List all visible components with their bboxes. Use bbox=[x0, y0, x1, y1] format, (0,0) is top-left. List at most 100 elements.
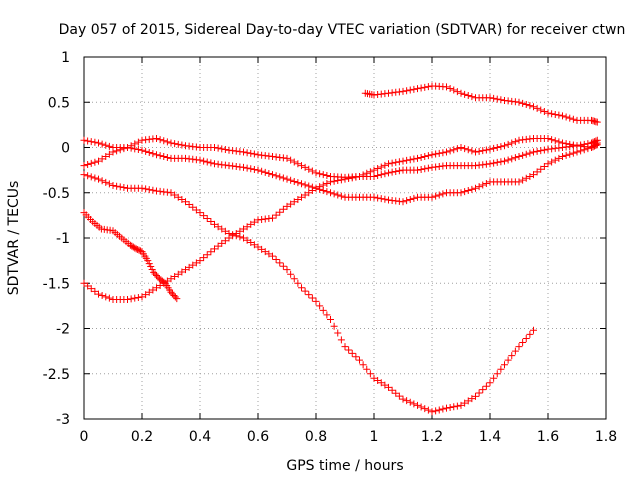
data-point bbox=[493, 95, 501, 103]
data-point bbox=[279, 262, 287, 270]
data-point bbox=[120, 145, 128, 153]
data-point bbox=[185, 263, 193, 271]
data-point bbox=[399, 395, 407, 403]
data-point bbox=[287, 156, 295, 164]
data-point bbox=[559, 112, 566, 120]
data-point bbox=[95, 175, 102, 183]
data-point bbox=[526, 102, 534, 110]
chart-title: Day 057 of 2015, Sidereal Day-to-day VTE… bbox=[59, 22, 626, 38]
data-point bbox=[435, 149, 443, 157]
x-tick-label: 1.6 bbox=[537, 429, 559, 445]
data-point bbox=[305, 189, 313, 197]
data-point bbox=[566, 114, 574, 122]
data-point bbox=[102, 141, 110, 149]
data-point bbox=[305, 291, 313, 299]
data-point bbox=[225, 234, 233, 242]
data-point bbox=[522, 101, 530, 109]
data-point bbox=[171, 272, 179, 280]
data-point bbox=[113, 182, 121, 190]
data-point bbox=[403, 87, 411, 95]
data-point bbox=[544, 134, 552, 142]
x-tick-label: 1.4 bbox=[479, 429, 501, 445]
data-point bbox=[555, 138, 563, 146]
data-point bbox=[265, 250, 273, 258]
data-point bbox=[153, 151, 160, 159]
data-point bbox=[290, 198, 298, 206]
data-point bbox=[174, 270, 182, 278]
data-point bbox=[243, 223, 251, 231]
data-point bbox=[551, 137, 559, 145]
x-tick-label: 0.2 bbox=[131, 429, 153, 445]
data-point bbox=[551, 110, 559, 118]
data-point bbox=[150, 268, 158, 276]
data-point bbox=[511, 154, 519, 162]
data-point bbox=[588, 139, 595, 147]
y-tick-label: -0.5 bbox=[43, 186, 70, 202]
data-point bbox=[218, 225, 226, 233]
data-point bbox=[421, 83, 429, 91]
data-point bbox=[374, 377, 382, 385]
data-point bbox=[196, 209, 204, 217]
data-point bbox=[590, 138, 598, 146]
x-tick-label: 0.6 bbox=[247, 429, 269, 445]
data-point bbox=[403, 397, 411, 405]
data-point bbox=[501, 361, 508, 369]
data-point bbox=[87, 138, 95, 146]
data-point bbox=[504, 156, 512, 164]
data-point bbox=[370, 374, 378, 382]
data-point bbox=[453, 402, 461, 410]
data-point bbox=[269, 214, 276, 222]
data-point bbox=[461, 399, 469, 407]
data-point bbox=[243, 236, 251, 244]
data-point bbox=[298, 180, 305, 188]
data-point bbox=[294, 179, 302, 187]
data-point bbox=[385, 383, 392, 391]
data-point bbox=[258, 167, 266, 175]
data-point bbox=[276, 208, 284, 216]
data-point bbox=[374, 194, 382, 202]
data-point bbox=[417, 403, 425, 411]
data-point bbox=[479, 181, 487, 189]
data-point bbox=[301, 163, 309, 171]
data-point bbox=[573, 142, 581, 150]
data-point bbox=[540, 163, 548, 171]
data-point bbox=[370, 172, 378, 180]
data-point bbox=[167, 139, 175, 147]
data-point bbox=[84, 172, 92, 180]
data-point bbox=[203, 251, 211, 259]
data-point bbox=[316, 302, 324, 310]
data-point bbox=[569, 149, 577, 157]
x-tick-label: 0.8 bbox=[305, 429, 327, 445]
data-point bbox=[540, 146, 548, 154]
data-point bbox=[497, 143, 505, 151]
data-point bbox=[127, 142, 135, 150]
data-point bbox=[91, 287, 99, 295]
data-point bbox=[156, 136, 164, 144]
data-point bbox=[192, 206, 200, 214]
data-point bbox=[153, 284, 160, 292]
data-point bbox=[522, 174, 530, 182]
data-point bbox=[439, 190, 447, 198]
x-tick-label: 0 bbox=[80, 429, 89, 445]
data-point bbox=[269, 171, 276, 179]
data-point bbox=[294, 196, 302, 204]
data-point bbox=[345, 346, 353, 354]
data-point bbox=[290, 177, 298, 185]
data-point bbox=[450, 86, 458, 94]
ticks: 0 0.2 0.4 0.6 0.8 1 1.2 1.4 1.6 1.8 1 0.5 0 -0.5 -1 -1.… bbox=[43, 50, 617, 445]
data-point bbox=[548, 110, 556, 118]
data-point bbox=[544, 160, 552, 168]
data-point bbox=[148, 265, 156, 273]
data-point bbox=[327, 189, 334, 197]
data-point bbox=[156, 152, 164, 160]
data-point bbox=[134, 138, 142, 146]
data-point bbox=[160, 153, 168, 161]
data-point bbox=[116, 146, 124, 154]
data-point bbox=[105, 142, 113, 150]
data-point bbox=[132, 245, 140, 253]
data-point bbox=[472, 148, 479, 156]
data-point bbox=[167, 189, 175, 197]
data-point bbox=[203, 158, 211, 166]
data-point bbox=[250, 165, 258, 173]
